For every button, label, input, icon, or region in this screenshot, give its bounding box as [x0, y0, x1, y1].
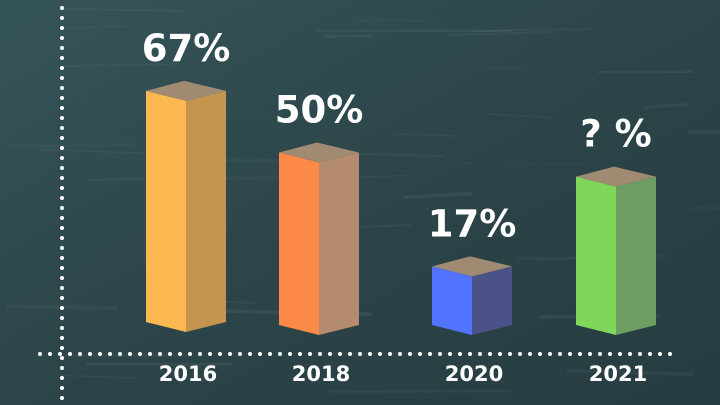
- bar-top-face: [576, 166, 656, 187]
- bar-top-face: [432, 256, 512, 277]
- value-label-2021: ? %: [580, 113, 651, 156]
- category-label-2018: 2018: [292, 362, 350, 386]
- bar-side-face: [472, 266, 512, 335]
- bars-group: [146, 80, 656, 335]
- chalk-streak: [691, 207, 720, 208]
- bar-front-face: [279, 152, 319, 335]
- bar-2016: [146, 80, 226, 332]
- chalk-streak: [473, 28, 594, 32]
- bar-front-face: [576, 176, 616, 335]
- bar-front-face: [146, 90, 186, 332]
- chalk-streak: [597, 70, 693, 74]
- value-label-2020: 17%: [428, 202, 517, 245]
- chalk-streak: [60, 26, 130, 28]
- chalk-streak: [37, 148, 152, 155]
- chalk-streak: [58, 7, 185, 12]
- bar-2021: [576, 166, 656, 335]
- bar-front-face: [432, 266, 472, 335]
- bar-top-face: [279, 142, 359, 163]
- bar-side-face: [319, 152, 359, 335]
- value-label-2018: 50%: [275, 89, 364, 132]
- bar-2018: [279, 142, 359, 335]
- bar-2020: [432, 256, 512, 335]
- chalk-streak: [403, 191, 472, 200]
- category-label-2020: 2020: [445, 362, 503, 386]
- bar-side-face: [186, 90, 226, 332]
- chalk-streak: [566, 368, 695, 377]
- bar-top-face: [146, 80, 226, 101]
- bar-side-face: [616, 176, 656, 335]
- chalk-streak: [645, 102, 690, 109]
- value-label-2016: 67%: [142, 27, 231, 70]
- category-label-2021: 2021: [589, 362, 647, 386]
- chalk-streak: [330, 389, 512, 394]
- chalk-streak: [324, 34, 372, 38]
- category-label-2016: 2016: [159, 362, 217, 386]
